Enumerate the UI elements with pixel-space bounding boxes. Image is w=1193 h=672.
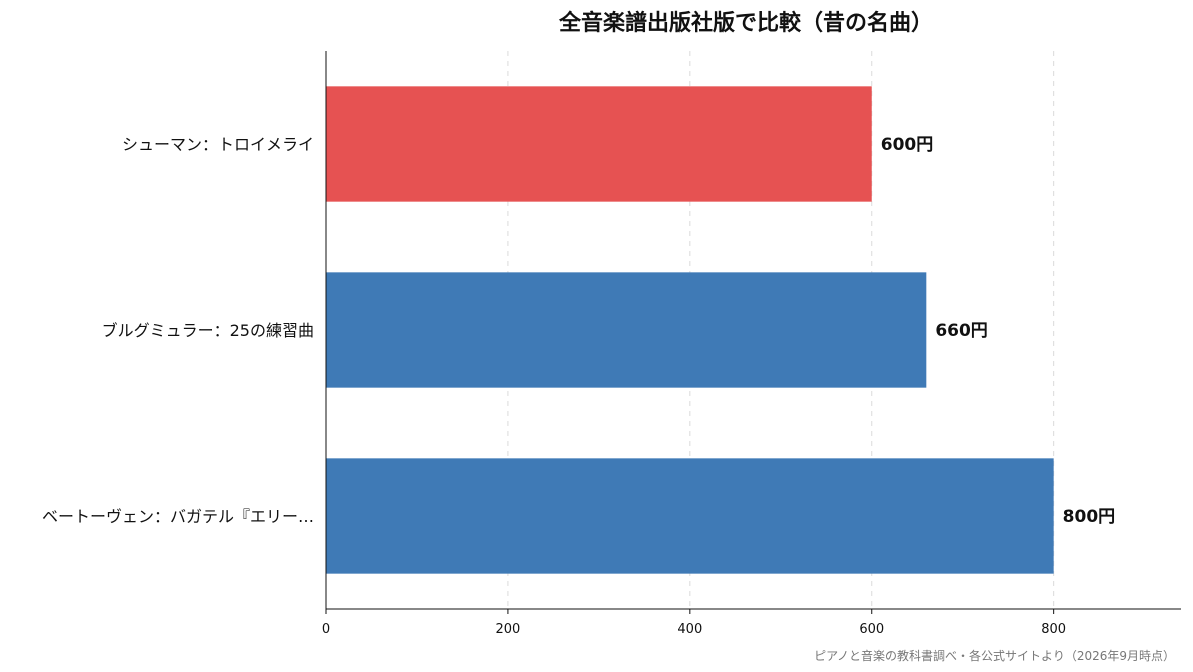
- bar: [326, 458, 1054, 574]
- bar-value-label: 800円: [1063, 507, 1116, 527]
- x-tick-label: 200: [496, 622, 521, 637]
- bar: [326, 272, 927, 388]
- x-tick-label: 800: [1041, 622, 1066, 637]
- bar-value-label: 600円: [881, 135, 934, 155]
- x-tick-label: 600: [859, 622, 884, 637]
- x-tick-label: 0: [322, 622, 330, 637]
- category-label: ベートーヴェン：バガテル『エリー…: [42, 507, 314, 526]
- bars: 600円 シューマン：トロイメライ 660円 ブルグミュラー：25の練習曲 800円 ベー…: [42, 86, 1116, 574]
- category-label: ブルグミュラー：25の練習曲: [102, 321, 314, 340]
- x-tick-label: 400: [677, 622, 702, 637]
- source-note: ピアノと音楽の教科書調べ・各公式サイトより（2026年9月時点）: [814, 648, 1175, 663]
- bar: [326, 86, 872, 202]
- x-axis-ticks: 0 200 400 600 800: [322, 609, 1066, 637]
- category-label: シューマン：トロイメライ: [122, 135, 314, 154]
- chart-title: 全音楽譜出版社版で比較（昔の名曲）: [558, 10, 933, 36]
- bar-value-label: 660円: [935, 321, 988, 341]
